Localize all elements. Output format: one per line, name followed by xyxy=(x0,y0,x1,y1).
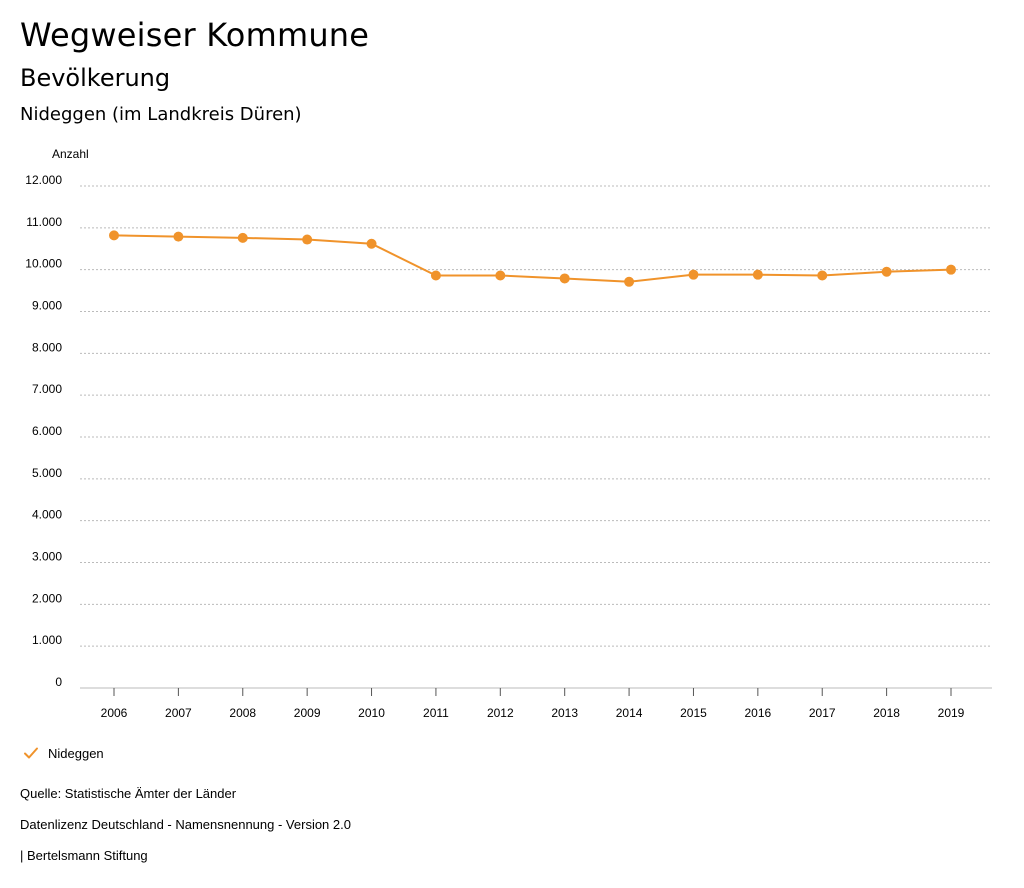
page-subtitle: Bevölkerung xyxy=(20,64,171,92)
x-tick-label: 2015 xyxy=(680,706,707,720)
series-line-nideggen xyxy=(113,234,952,283)
x-tick-label: 2008 xyxy=(229,706,256,720)
y-tick-label: 4.000 xyxy=(32,508,62,522)
x-tick-label: 2011 xyxy=(423,706,449,720)
license-text: Datenlizenz Deutschland - Namensnennung … xyxy=(20,817,351,832)
y-tick-label: 9.000 xyxy=(32,299,62,313)
source-text: Quelle: Statistische Ämter der Länder xyxy=(20,786,237,801)
legend-item-nideggen[interactable]: Nideggen xyxy=(22,744,104,762)
data-point xyxy=(881,266,892,277)
credit-text: | Bertelsmann Stiftung xyxy=(20,848,148,863)
y-tick-label: 2.000 xyxy=(32,591,62,605)
data-point xyxy=(173,231,184,242)
grid-lines xyxy=(80,185,992,689)
y-tick-label: 3.000 xyxy=(32,550,62,564)
y-tick-label: 8.000 xyxy=(32,340,62,354)
data-point xyxy=(237,232,248,243)
x-tick-label: 2006 xyxy=(101,706,128,720)
x-tick-label: 2018 xyxy=(873,706,900,720)
y-axis: Anzahl 0 1.000 2.000 3.000 4.000 5.000 6.000 7.0… xyxy=(25,147,88,689)
y-tick-label: 12.000 xyxy=(25,173,62,187)
data-point xyxy=(946,264,956,275)
data-point xyxy=(688,269,699,280)
y-tick-label: 11.000 xyxy=(26,215,62,229)
legend-label: Nideggen xyxy=(48,745,104,761)
data-point xyxy=(495,270,506,281)
y-tick-label: 7.000 xyxy=(32,382,62,396)
page-title: Wegweiser Kommune xyxy=(20,16,370,54)
population-line-chart: Anzahl 0 1.000 2.000 3.000 4.000 5.000 6.000 7.0… xyxy=(25,147,992,720)
data-point xyxy=(624,276,635,287)
data-point xyxy=(366,238,377,249)
x-tick-label: 2013 xyxy=(551,706,578,720)
y-tick-label: 5.000 xyxy=(32,466,62,480)
x-tick-label: 2016 xyxy=(744,706,771,720)
x-tick-label: 2019 xyxy=(938,706,965,720)
x-tick-label: 2007 xyxy=(165,706,192,720)
x-tick-label: 2017 xyxy=(809,706,836,720)
region-title: Nideggen (im Landkreis Düren) xyxy=(20,104,302,125)
data-point xyxy=(109,230,119,241)
x-tick-label: 2014 xyxy=(616,706,643,720)
data-point xyxy=(430,270,441,281)
y-tick-label: 6.000 xyxy=(32,424,62,438)
x-tick-label: 2012 xyxy=(487,706,514,720)
y-tick-label: 0 xyxy=(55,675,62,689)
y-tick-label: 10.000 xyxy=(25,257,62,271)
y-tick-label: 1.000 xyxy=(32,633,62,647)
x-tick-label: 2010 xyxy=(358,706,385,720)
x-axis: 2006 2007 2008 2009 2010 2011 2012 2013 2014 2015… xyxy=(101,688,965,720)
data-point xyxy=(302,234,313,245)
data-point xyxy=(817,270,828,281)
data-point xyxy=(752,269,763,280)
data-point xyxy=(559,273,570,284)
y-axis-label: Anzahl xyxy=(52,147,89,161)
series-layer xyxy=(109,230,956,287)
check-icon xyxy=(24,747,38,759)
x-tick-label: 2009 xyxy=(294,706,321,720)
